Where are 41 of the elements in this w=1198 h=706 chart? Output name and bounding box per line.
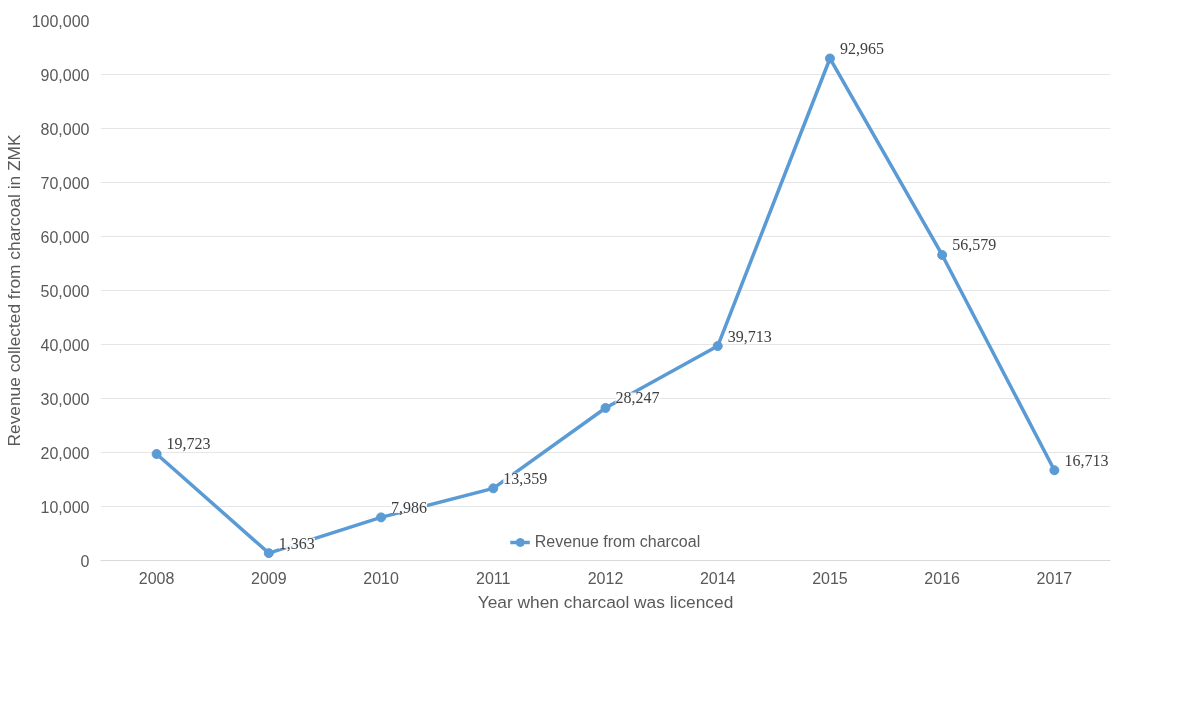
legend-label: Revenue from charcoal: [534, 533, 701, 551]
y-tick-label: 90,000: [40, 66, 90, 84]
y-axis-title: Revenue collected from charcoal in ZMK: [3, 134, 24, 447]
x-tick-label: 2014: [699, 569, 736, 587]
data-label: 92,965: [839, 39, 884, 57]
data-label: 39,713: [727, 327, 772, 345]
y-tick-label: 10,000: [40, 498, 90, 516]
y-tick-label: 70,000: [40, 174, 90, 192]
x-tick-label: 2012: [587, 569, 624, 587]
x-tick-label: 2009: [251, 569, 287, 587]
x-tick-label: 2017: [1036, 569, 1073, 587]
point: [263, 548, 274, 559]
point: [937, 249, 948, 260]
x-tick-label: 2010: [363, 569, 399, 587]
x-tick-label: 2016: [924, 569, 961, 587]
data-label: 16,713: [1064, 451, 1109, 469]
point: [151, 449, 162, 459]
data-label: 7,986: [391, 498, 428, 516]
data-label: 1,363: [278, 534, 315, 552]
point: [824, 53, 835, 64]
point: [376, 512, 387, 523]
y-tick-label: 40,000: [40, 336, 90, 354]
x-tick-label: 2008: [138, 569, 175, 587]
data-label: 28,247: [615, 389, 660, 407]
point: [488, 483, 499, 494]
point: [712, 341, 723, 352]
data-label: 19,723: [166, 435, 211, 453]
point: [1049, 465, 1060, 476]
y-tick-label: 60,000: [40, 228, 90, 246]
point: [600, 402, 611, 413]
x-tick-label: 2015: [812, 569, 848, 587]
y-tick-label: 100,000: [31, 12, 90, 30]
y-tick-label: 0: [80, 552, 90, 570]
y-tick-label: 20,000: [40, 444, 90, 462]
x-tick-label: 2011: [476, 569, 511, 587]
y-tick-label: 50,000: [40, 282, 90, 300]
data-label: 56,579: [952, 236, 997, 254]
y-tick-label: 30,000: [40, 390, 90, 408]
y-tick-label: 80,000: [40, 120, 90, 138]
data-label: 13,359: [503, 469, 548, 487]
x-axis-title: Year when charcaol was licenced: [477, 591, 734, 612]
